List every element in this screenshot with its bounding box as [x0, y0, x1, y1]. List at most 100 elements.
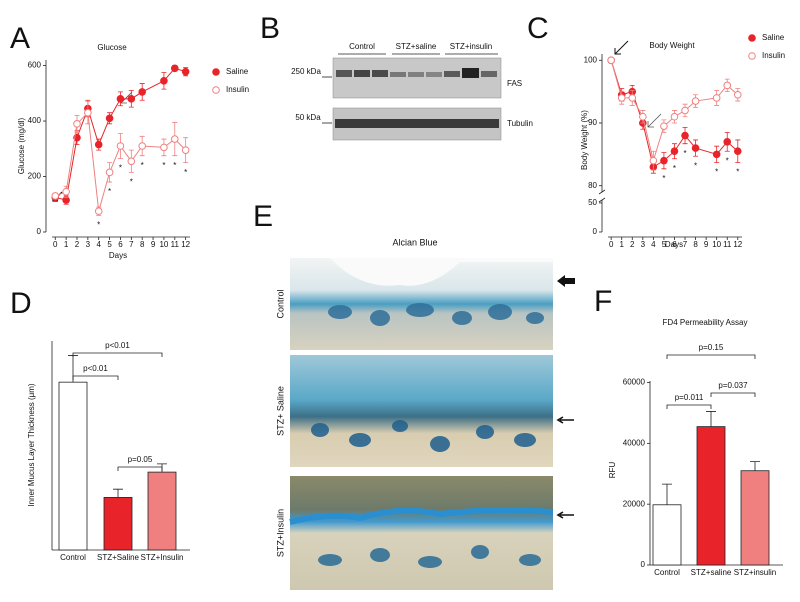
lane-label: STZ+insulin: [450, 42, 492, 51]
arrow: [557, 275, 575, 287]
data-point: [170, 64, 179, 73]
bar: [147, 471, 177, 551]
x-tick-label: 3: [86, 240, 91, 249]
p-value: p=0.037: [718, 381, 748, 390]
data-point: [660, 122, 668, 130]
x-tick-label: 1: [64, 240, 69, 249]
data-point: [127, 95, 136, 103]
band: [372, 70, 388, 77]
legend-label: Insulin: [762, 51, 785, 60]
data-point: [660, 156, 668, 165]
x-tick-label: Control: [60, 553, 86, 562]
data-point: [712, 94, 721, 102]
p-value: p=0.15: [699, 343, 724, 352]
micrograph-detail: [290, 258, 553, 286]
x-tick-label: 12: [733, 240, 742, 249]
arrow: [614, 40, 629, 55]
x-tick-label: 11: [723, 240, 732, 249]
x-tick-label: 0: [609, 240, 614, 249]
x-tick-label: 8: [693, 240, 698, 249]
error-bar: [662, 483, 672, 505]
chart-title: Body Weight: [649, 41, 695, 50]
y-tick-label: 20000: [623, 499, 646, 508]
panel-letter: B: [260, 12, 280, 45]
data-point: [160, 143, 168, 152]
x-tick-label: Control: [654, 568, 680, 577]
significance-marker: *: [173, 161, 176, 170]
marker-label: 50 kDa: [295, 113, 321, 122]
marker-label: 250 kDa: [291, 67, 321, 76]
micrograph-detail: [311, 420, 536, 452]
histology: Alcian Blue Control STZ+ Saline STZ+Insu…: [275, 237, 575, 590]
data-point: [628, 94, 637, 102]
bar: [58, 381, 88, 551]
data-point: [712, 150, 721, 159]
y-axis-label: Body Weight (%): [580, 110, 589, 170]
data-point: [170, 135, 179, 143]
y-tick-label: 60000: [623, 378, 646, 387]
bar: [652, 504, 682, 566]
significance-marker: *: [683, 149, 686, 158]
data-point: [681, 131, 689, 140]
x-tick-label: 7: [683, 240, 688, 249]
x-tick-label: 4: [651, 240, 656, 249]
y-tick-label: 600: [28, 61, 42, 70]
data-point: [138, 88, 146, 96]
row-label: STZ+ Saline: [275, 386, 285, 436]
significance-marker: *: [141, 161, 144, 170]
y-tick-label: 400: [28, 116, 42, 125]
y-tick-label: 40000: [623, 438, 646, 447]
arrow: [556, 511, 574, 519]
x-tick-label: 5: [107, 240, 112, 249]
data-point: [691, 144, 700, 152]
x-tick-label: STZ+insulin: [734, 568, 776, 577]
x-tick-label: 6: [118, 240, 123, 249]
band: [408, 72, 424, 77]
panel-letter: A: [10, 22, 30, 55]
data-point: [51, 192, 60, 200]
data-point: [62, 187, 70, 196]
x-tick-label: STZ+Saline: [97, 553, 140, 562]
data-point: [617, 94, 626, 102]
data-point: [733, 90, 742, 99]
x-tick-label: 1: [619, 240, 624, 249]
x-tick-label: 9: [704, 240, 709, 249]
data-point: [733, 147, 742, 156]
series-line: [55, 111, 187, 212]
x-axis-label: Days: [109, 251, 127, 260]
data-point: [138, 142, 146, 150]
y-tick-label: 90: [588, 118, 597, 127]
y-axis-label: Inner Mucus Layer Thickness (μm): [27, 383, 36, 507]
micrograph: [290, 476, 553, 590]
legend-marker: [212, 86, 220, 94]
error-bar: [750, 461, 760, 471]
band: [426, 72, 442, 77]
comparison-bracket: [666, 354, 756, 359]
significance-marker: *: [130, 177, 133, 186]
significance-marker: *: [715, 168, 718, 177]
micrograph: [290, 355, 553, 467]
panel-letter: D: [10, 287, 32, 320]
p-value: p=0.05: [128, 455, 153, 464]
protein-label: Tubulin: [507, 119, 533, 128]
x-tick-label: 2: [630, 240, 635, 249]
panel-letter: F: [594, 285, 612, 318]
significance-marker: *: [184, 168, 187, 177]
error-bar: [706, 411, 716, 427]
band: [462, 68, 479, 78]
lane-label: Control: [349, 42, 375, 51]
y-tick-label: 0: [37, 227, 42, 236]
data-point: [127, 157, 136, 166]
x-tick-label: 2: [75, 240, 80, 249]
row-label: Control: [275, 289, 285, 318]
data-point: [105, 114, 114, 123]
lane-label: STZ+saline: [396, 42, 437, 51]
significance-marker: *: [694, 161, 697, 170]
significance-marker: *: [97, 220, 100, 229]
panel-letter: C: [527, 12, 549, 45]
chart-title: Glucose: [97, 43, 127, 52]
x-tick-label: 0: [53, 240, 58, 249]
band: [444, 71, 460, 77]
chart-title: FD4 Permeability Assay: [663, 318, 748, 327]
